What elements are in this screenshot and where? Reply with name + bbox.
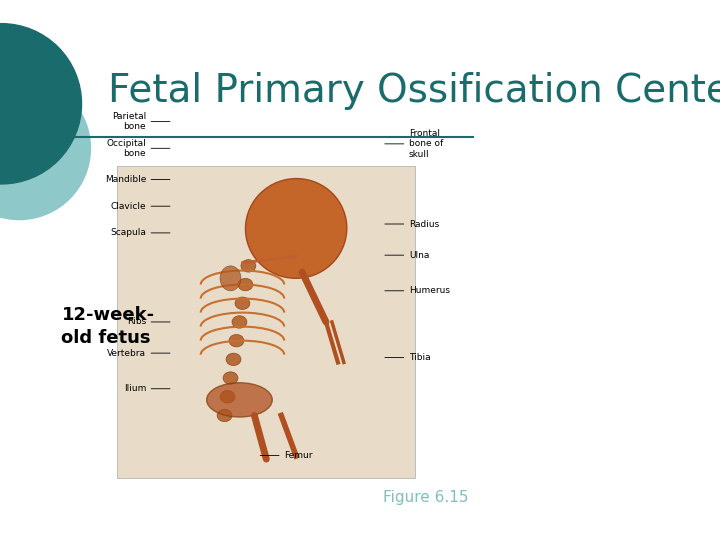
Ellipse shape [226, 353, 241, 366]
Ellipse shape [246, 179, 347, 278]
Text: Tibia: Tibia [409, 353, 431, 362]
Text: Mandible: Mandible [104, 175, 146, 184]
Text: Parietal
bone: Parietal bone [112, 112, 146, 131]
Text: Fetal Primary Ossification Centers: Fetal Primary Ossification Centers [108, 72, 720, 111]
Text: 12-week-
old fetus: 12-week- old fetus [61, 306, 155, 347]
Ellipse shape [241, 260, 256, 272]
Text: Radius: Radius [409, 219, 439, 228]
Text: Clavicle: Clavicle [110, 202, 146, 211]
Ellipse shape [232, 316, 247, 328]
Text: Frontal
bone of
skull: Frontal bone of skull [409, 129, 443, 159]
Text: Femur: Femur [284, 451, 312, 460]
Text: Ribs: Ribs [127, 318, 146, 327]
Ellipse shape [223, 372, 238, 384]
Circle shape [0, 77, 91, 220]
Ellipse shape [220, 266, 241, 291]
FancyBboxPatch shape [117, 166, 415, 478]
Ellipse shape [235, 297, 250, 309]
Text: Ulna: Ulna [409, 251, 429, 260]
Ellipse shape [220, 390, 235, 403]
Ellipse shape [229, 334, 244, 347]
Circle shape [0, 24, 81, 184]
Text: Vertebra: Vertebra [107, 349, 146, 357]
Text: Figure 6.15: Figure 6.15 [383, 489, 469, 504]
Text: Humerus: Humerus [409, 286, 450, 295]
Text: Scapula: Scapula [110, 228, 146, 238]
Text: Occipital
bone: Occipital bone [107, 139, 146, 158]
Text: Ilium: Ilium [124, 384, 146, 393]
Ellipse shape [217, 409, 232, 422]
Ellipse shape [207, 383, 272, 417]
Ellipse shape [238, 278, 253, 291]
